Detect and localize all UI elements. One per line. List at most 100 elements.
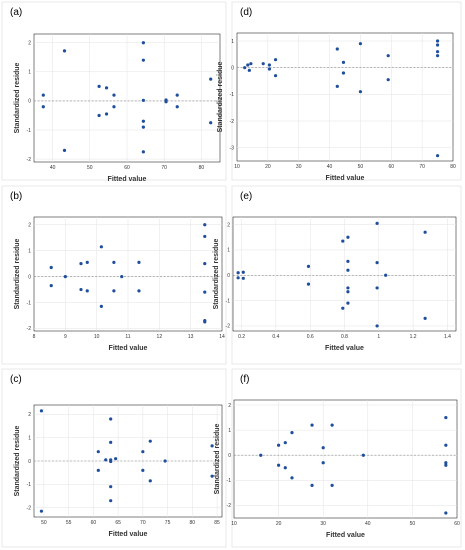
data-point [241,270,245,274]
data-point [203,262,207,266]
x-tick-label: 70 [419,164,425,170]
data-point [49,265,53,270]
data-point [306,264,311,268]
x-tick-label: 10 [234,164,240,170]
data-point [435,39,440,43]
chart-panel-4: 50 55 60 65 70 75 80 85 -2 -1 0 1 2 Fitted value Stand… [1,368,227,548]
y-tick-label: 1 [231,39,234,45]
plot-area [236,32,454,162]
data-point [261,62,265,66]
y-tick-label: 2 [28,412,31,418]
data-point [62,49,67,53]
plot-area [233,399,458,519]
y-tick-label: -1 [226,298,231,304]
data-point [444,415,448,420]
data-point [375,324,379,328]
y-axis-title: Standardized residue [14,238,21,309]
data-point [290,431,294,435]
data-point [290,476,294,480]
data-point [41,105,45,109]
data-point [346,259,350,263]
data-point [246,63,250,67]
data-point [375,286,379,290]
data-point [435,50,440,54]
data-point [241,276,245,280]
y-tick-label: -2 [226,324,231,330]
data-point [109,485,113,489]
x-tick-label: 80 [190,520,196,526]
data-point [175,93,179,97]
data-point [112,289,116,293]
data-point [39,409,44,413]
data-point [321,461,325,465]
panel-label: (a) [10,7,22,18]
data-point [306,282,311,286]
data-point [97,113,101,118]
data-point [209,121,213,125]
data-point [112,93,116,97]
y-axis-title: Standardized residue [213,238,220,309]
x-tick-label: 80 [199,165,205,171]
data-point [175,105,179,109]
y-tick-label: 0 [227,273,230,279]
y-tick-label: 0 [228,453,231,459]
data-point [63,274,67,279]
data-point [423,230,427,234]
x-tick-label: 40 [50,165,56,171]
data-point [330,423,334,427]
data-point [236,276,240,280]
y-tick-label: 2 [28,41,31,47]
data-point [79,262,83,266]
data-point [243,66,247,70]
data-point [346,268,350,272]
data-point [203,234,207,239]
x-tick-label: 0.6 [307,334,314,340]
data-point [444,461,448,465]
x-tick-label: 55 [66,520,72,526]
panel-label: (e) [240,191,252,202]
x-tick-label: 40 [365,521,371,527]
data-point [283,441,287,445]
y-axis-title: Standardized residue [217,61,224,132]
data-point [141,125,145,129]
x-tick-label: 75 [165,520,171,526]
x-tick-label: 8 [33,334,36,340]
data-point [203,223,207,227]
y-tick-label: -2 [230,119,235,125]
chart-panel-5: 10 20 30 40 50 60 -2 -1 0 1 2 Fitted value Standardi… [214,368,462,548]
x-tick-label: 0.2 [238,334,245,340]
y-tick-label: 2 [228,403,231,409]
data-point [99,245,103,249]
x-axis-title: Fitted value [326,175,365,182]
y-tick-label: 0 [28,459,31,465]
data-point [361,453,365,457]
data-point [109,440,113,444]
data-point [163,459,167,463]
data-point [341,71,346,75]
y-tick-label: 0 [28,274,31,280]
data-point [148,439,152,443]
data-point [49,284,53,288]
y-axis-title: Standardized residue [214,423,221,494]
data-point [435,43,440,47]
panel-label: (c) [10,374,22,385]
data-point [341,306,345,310]
data-point [435,154,440,158]
data-point [141,450,145,454]
x-tick-label: 13 [188,334,194,340]
y-tick-label: -2 [27,505,32,511]
data-point [277,463,281,467]
data-point [79,287,83,292]
x-axis-title: Fitted value [108,176,147,183]
x-tick-label: 60 [91,520,97,526]
y-tick-label: 0 [28,99,31,105]
x-tick-label: 10 [231,521,237,527]
data-point [120,274,124,279]
chart-panel-1: 10 20 30 40 50 60 70 80 -3 -2 -1 0 1 Fitted value Stan… [217,1,462,182]
data-point [99,304,103,308]
y-tick-label: -3 [230,145,235,151]
x-tick-label: 50 [87,165,93,171]
y-tick-label: 2 [28,223,31,229]
x-axis-title: Fitted value [109,345,148,352]
